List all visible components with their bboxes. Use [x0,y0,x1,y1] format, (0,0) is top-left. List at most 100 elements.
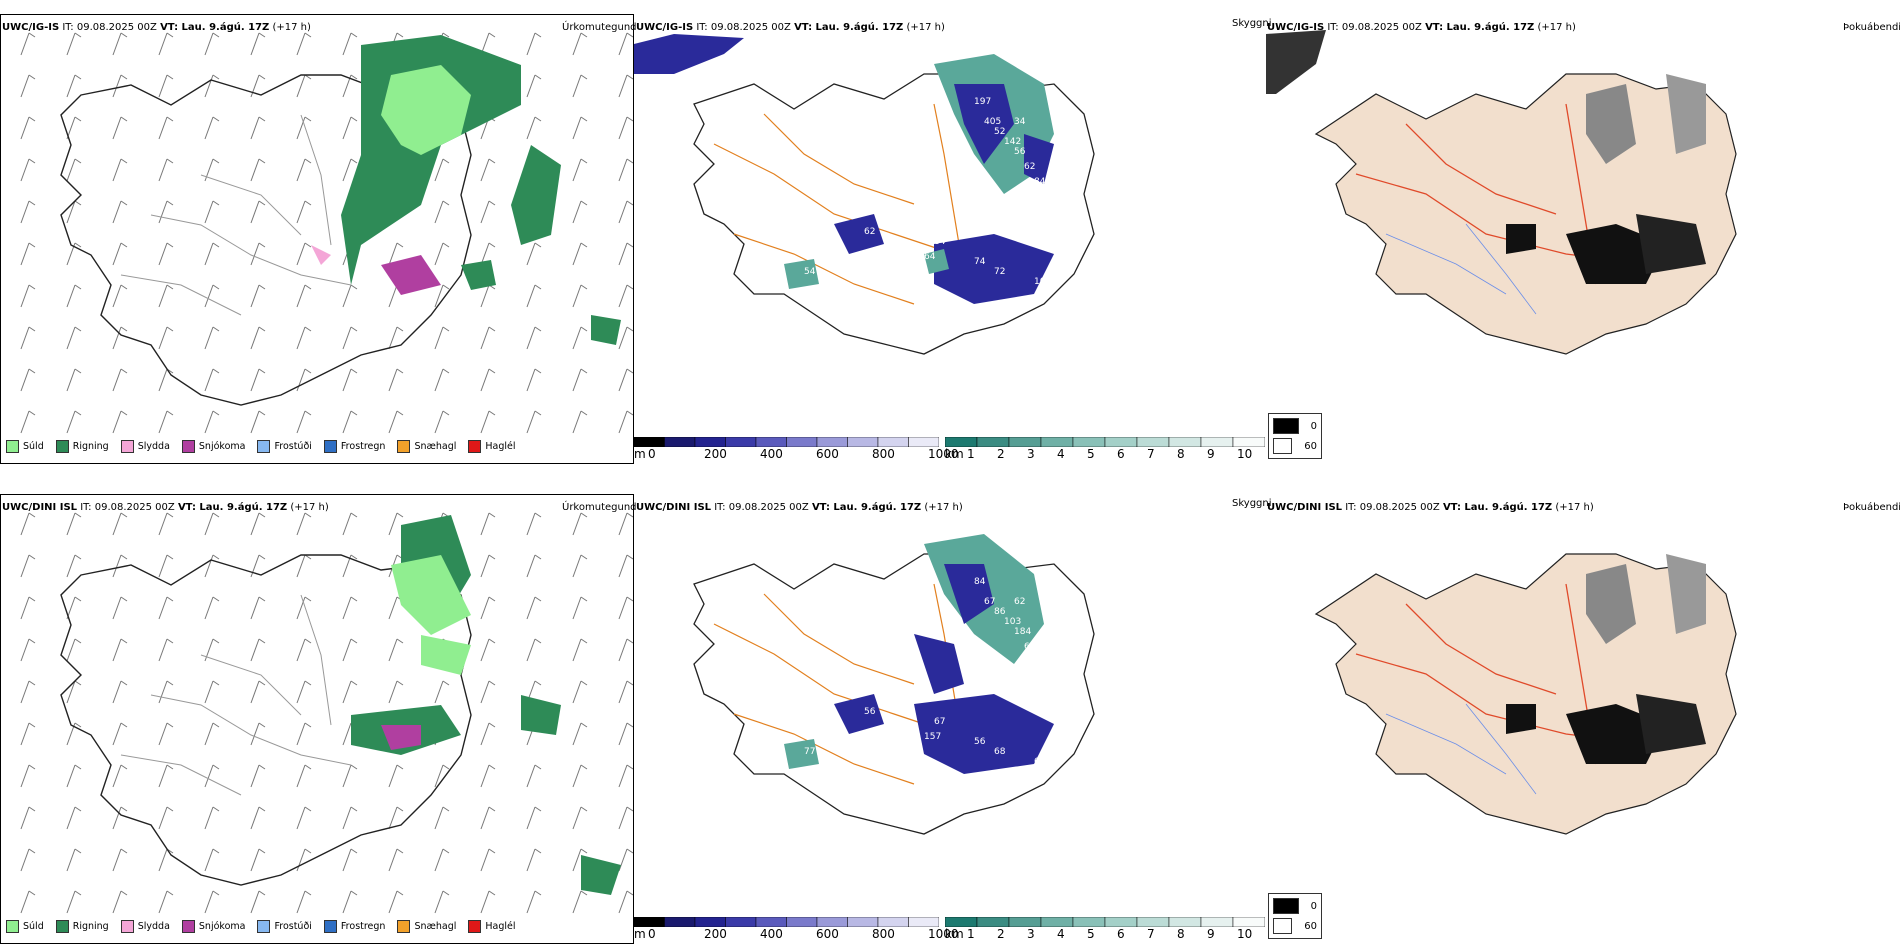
visibility-label: 405 [984,117,1001,127]
fog-legend-top: 0 60 [1268,413,1322,459]
visibility-label: 84 [1034,177,1046,187]
precip-type-panel-bottom [0,494,634,944]
visibility-label: 52 [994,127,1005,137]
colorbar-tick-label: 1000 [928,447,959,461]
colorbar-tick-label: 6 [1117,447,1125,461]
colorbar-tick-label: 1000 [928,927,959,941]
visibility-label: 47 [1064,187,1075,197]
visibility-label: 54 [804,267,816,277]
model-name: UWC/IG-IS [2,22,60,33]
precip-legend-swatch [257,440,271,453]
panel-header-top-left: UWC/IG-IS IT: 09.08.2025 00Z VT: Lau. 9.… [2,22,311,34]
fog-map-top [1266,30,1737,355]
colorbar-tick-label: 400 [760,927,783,941]
height-colorbar-ramp [634,917,939,927]
fog-panel-top [1266,14,1900,454]
colorbar-tick-label: 10 [1237,927,1253,941]
colorbar-tick-label: 6 [1117,927,1125,941]
km-colorbar-top: km 1 2 3 4 5 6 7 8 9 10 [945,437,1265,461]
precip-legend-item: Frostregn [323,440,385,453]
colorbar-tick-label: 800 [872,927,895,941]
valid-time: VT: Lau. 9.ágú. 17Z [1425,22,1535,33]
panel-title-fog-bottom: Þokuábendi [1843,502,1900,513]
panel-header-bottom-right: UWC/DINI ISL IT: 09.08.2025 00Z VT: Lau.… [1267,502,1594,514]
visibility-label: 86 [994,607,1006,617]
fog-panel-bottom [1266,494,1900,934]
precip-legend-label: Súld [23,441,44,452]
visibility-label: 62 [1014,597,1025,607]
height-unit: m [634,927,646,941]
fog-swatch-white [1273,438,1293,454]
colorbar-tick-label: 10 [1237,447,1253,461]
visibility-label: 84 [974,577,986,587]
fog-legend-label: 0 [1310,900,1317,912]
km-colorbar-ramp [945,437,1265,447]
precip-legend-swatch [397,920,411,933]
lead-time: (+17 h) [1537,22,1576,33]
precip-legend-swatch [397,440,411,453]
visibility-label: 68 [994,747,1006,757]
visibility-label: 64 [924,252,936,262]
panel-title-fog-top: Þokuábendi [1843,22,1900,33]
km-colorbar-ramp [945,917,1265,927]
iceland-outline [60,74,472,406]
iceland-outline [60,554,472,886]
colorbar-tick-label: 200 [704,927,727,941]
precip-legend-swatch [181,440,195,453]
visibility-label: 70 [1034,657,1046,667]
model-name: UWC/IG-IS [1267,22,1325,33]
model-name: UWC/DINI ISL [2,502,78,513]
colorbar-tick-label: 4 [1057,927,1065,941]
visibility-label: 106 [1034,277,1051,287]
visibility-label: 74 [1054,157,1066,167]
precip-legend-label: Frostúði [274,441,312,452]
visibility-label: 77 [844,257,855,267]
visibility-label: 12 [1024,207,1035,217]
precip-legend-label: Snjókoma [198,921,246,932]
precip-legend-swatch [257,920,271,933]
precip-legend-item: Súld [6,920,44,933]
precip-legend-item: Snjókoma [181,920,246,933]
colorbar-tick-label: 8 [1177,927,1185,941]
precip-legend-item: Snæhagl [397,440,456,453]
visibility-label: 62 [1004,207,1015,217]
precip-legend-label: Rigning [72,441,109,452]
colorbar-tick-label: 3 [1027,927,1035,941]
init-time: IT: 09.08.2025 00Z [1345,502,1440,513]
panel-title-precip-bottom: Úrkomutegund [562,502,637,513]
precip-legend-item: Frostúði [257,920,312,933]
colorbar-tick-label: 800 [872,447,895,461]
visibility-label: 50 [1054,637,1066,647]
model-name: UWC/DINI ISL [1267,502,1343,513]
colorbar-tick-label: 600 [816,927,839,941]
precip-map-top [20,32,633,434]
height-colorbar-top: m 0 200 400 600 800 1000 [634,437,959,461]
precip-legend-swatch [6,440,19,453]
colorbar-tick-label: 400 [760,447,783,461]
fog-legend-label: 60 [1304,920,1317,932]
visibility-label: 72 [994,267,1005,277]
height-unit: m [634,447,646,461]
colorbar-tick-label: 5 [1087,927,1095,941]
precip-legend-swatch [120,920,134,933]
colorbar-tick-label: 8 [1177,447,1185,461]
precip-legend-top: Súld Rigning Slydda Snjókoma Frostúði Frostre… [6,440,516,453]
precip-legend-swatch [55,920,69,933]
precip-map-bottom [20,512,633,914]
colorbar-tick-label: 5 [1087,447,1095,461]
colorbar-tick-label: 2 [997,447,1005,461]
fog-swatch-white [1273,918,1293,934]
lead-time: (+17 h) [290,502,329,513]
precip-legend-item: Snæhagl [397,920,456,933]
model-name: UWC/DINI ISL [636,502,712,513]
colorbar-tick-label: 7 [1147,927,1155,941]
fog-map-bottom [1314,553,1737,835]
colorbar-tick-label: 9 [1207,927,1215,941]
visibility-label: 56 [864,707,876,717]
height-colorbar-ramp [634,437,939,447]
colorbar-tick-label: 1 [967,447,975,461]
precip-legend-swatch [181,920,195,933]
precip-legend-item: Snjókoma [181,440,245,453]
